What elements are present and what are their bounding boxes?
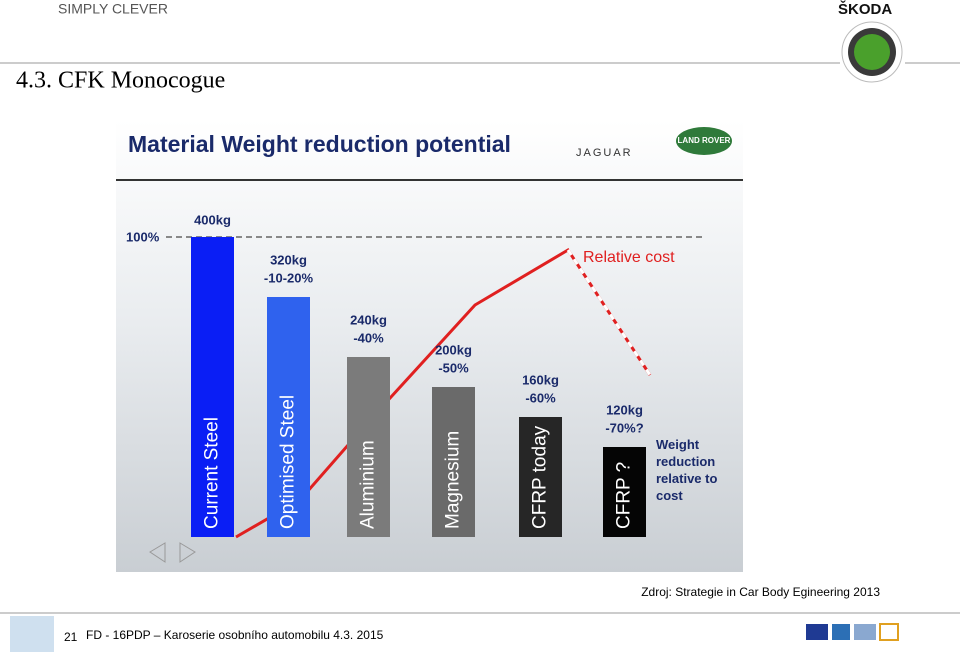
eu-logo [806,624,828,640]
bar-label: Aluminium [358,440,379,529]
value-label: 120kg [606,402,643,417]
value-label: 400kg [194,212,231,227]
bar-label: CFRP today [530,425,551,529]
bar [603,447,646,537]
reduction-label: -70%? [605,420,643,435]
cost-line-dash [566,249,652,376]
value-label: 240kg [350,312,387,327]
reduction-label: -60% [525,390,556,405]
logo-text: ŠKODA [838,0,892,18]
bar-label: Optimised Steel [278,395,299,529]
reduction-label: -10-20% [264,270,314,285]
bar [191,237,234,537]
op-logo [879,623,899,641]
brand-logo: JAGUAR [576,147,633,159]
brand-logo-shape [676,127,732,155]
brand: SIMPLY CLEVER [58,1,168,17]
reduction-label: -40% [353,330,384,345]
esf-logo [832,624,850,640]
slide-title: 4.3. CFK Monocogue [16,68,225,94]
chart-title: Material Weight reduction potential [128,131,511,157]
msmt-logo [854,624,876,640]
bar-label: CFRP ? [614,462,635,529]
brand-logo: LAND ROVER [678,136,731,145]
value-label: 160kg [522,372,559,387]
note-box: Weight reduction relative to cost [656,437,718,503]
reduction-label: -50% [438,360,469,375]
value-label: 320kg [270,252,307,267]
value-label: 200kg [435,342,472,357]
bar [267,297,310,537]
bar [519,417,562,537]
bars: Current Steel 400kg Optimised Steel 320kg -1… [191,212,646,537]
bar [347,357,390,537]
source: Zdroj: Strategie in Car Body Egineering … [641,585,880,599]
bar [432,387,475,537]
note: Weight reduction relative to cost [656,437,718,503]
reference-label: 100% [126,229,160,244]
nav-arrows [149,542,196,563]
line-label: Relative cost [583,249,675,266]
bar-label: Magnesium [443,431,464,529]
footer-text: FD - 16PDP – Karoserie osobního automobi… [86,628,384,642]
bar-label: Current Steel [202,417,223,529]
university-logo [10,616,54,652]
logo-arrow [854,34,890,70]
page-number: 21 [64,630,78,644]
